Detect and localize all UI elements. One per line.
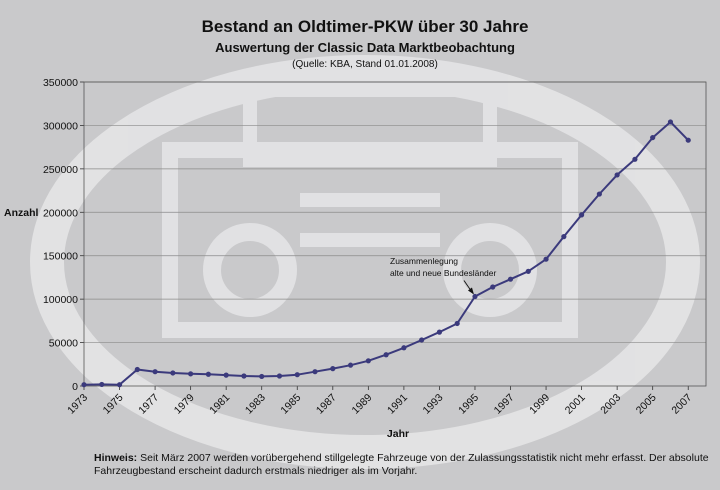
data-point (650, 134, 656, 141)
data-point (294, 372, 300, 378)
data-point (134, 366, 140, 373)
data-point (347, 362, 354, 368)
y-tick-label: 350000 (43, 77, 78, 89)
data-point (454, 320, 460, 327)
note-label: Hinweis: (94, 452, 138, 464)
y-tick-label: 300000 (43, 120, 78, 132)
annotation: Zusammenlegung alte und neue Bundeslände… (390, 256, 497, 295)
y-tick-label: 250000 (43, 164, 78, 176)
y-axis-ticks: 0 50000 100000 150000 200000 250000 300000 3500… (43, 77, 84, 393)
chart-title: Bestand an Oldtimer-PKW über 30 Jahre (202, 17, 529, 36)
data-point (170, 370, 176, 376)
data-point (116, 382, 123, 388)
annotation-line-1: Zusammenlegung (390, 256, 458, 266)
x-tick-label: 1973 (65, 392, 90, 417)
chart-subtitle: Auswertung der Classic Data Marktbeobach… (215, 40, 515, 55)
data-point (383, 352, 389, 358)
data-point (543, 256, 549, 262)
x-tick-label: 1987 (314, 392, 339, 417)
data-point (259, 373, 265, 380)
x-tick-label: 2005 (634, 392, 659, 417)
y-tick-label: 150000 (43, 251, 78, 263)
y-tick-label: 0 (72, 381, 78, 393)
annotation-line-2: alte und neue Bundesländer (390, 268, 497, 278)
data-point (205, 371, 211, 377)
chart-source: (Quelle: KBA, Stand 01.01.2008) (292, 59, 438, 70)
data-point (330, 366, 336, 372)
data-point (667, 119, 674, 125)
data-point (596, 191, 602, 197)
x-tick-label: 1983 (243, 392, 268, 417)
data-point (525, 268, 531, 274)
y-tick-label: 200000 (43, 207, 78, 219)
data-point (507, 276, 514, 282)
x-tick-label: 1989 (349, 392, 374, 417)
data-point (561, 234, 567, 240)
data-point (81, 382, 87, 388)
y-tick-label: 100000 (43, 294, 78, 306)
data-point (99, 381, 105, 388)
x-tick-label: 1985 (278, 392, 303, 417)
y-axis-label: Anzahl (4, 207, 39, 219)
x-tick-label: 1981 (207, 392, 232, 417)
data-point (579, 212, 585, 218)
data-point (188, 371, 194, 377)
data-point (276, 373, 283, 379)
data-point (419, 337, 425, 343)
x-tick-label: 1991 (385, 392, 410, 417)
watermark-emblem (30, 55, 700, 469)
data-point (241, 373, 247, 379)
data-point (401, 345, 407, 351)
series-layer (81, 119, 691, 388)
x-tick-label: 1995 (456, 392, 481, 417)
annotation-arrowhead (467, 287, 474, 295)
note: Hinweis: Seit März 2007 werden vorüberge… (94, 452, 714, 478)
y-tick-label: 50000 (49, 338, 78, 350)
x-axis-label: Jahr (387, 428, 409, 440)
data-point (223, 372, 229, 378)
data-point (152, 369, 158, 375)
plot-frame (83, 81, 707, 387)
data-point (436, 329, 443, 335)
data-point (312, 369, 318, 375)
data-point (685, 137, 691, 143)
data-point (614, 172, 620, 178)
data-point (490, 284, 496, 290)
data-point (365, 358, 371, 364)
x-tick-label: 1993 (421, 392, 446, 417)
note-text: Seit März 2007 werden vorübergehend stil… (94, 452, 709, 477)
data-point (632, 156, 638, 162)
x-tick-label: 2007 (669, 392, 694, 417)
data-point (472, 293, 478, 300)
